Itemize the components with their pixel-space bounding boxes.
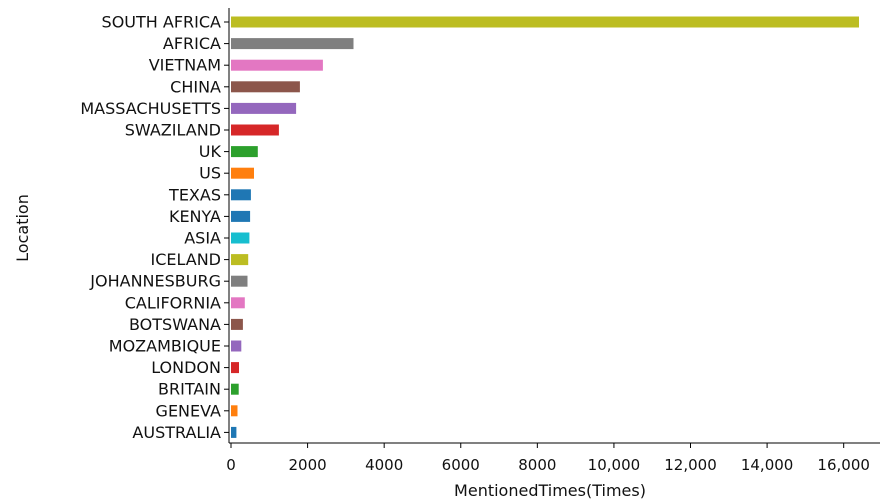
- x-tick-label: 8000: [518, 456, 556, 474]
- category-labels: SOUTH AFRICA AFRICA VIETNAM CHINA MASSACHUSE…: [80, 13, 229, 442]
- x-tick-label: 14,000: [741, 456, 794, 474]
- bar-africa: [231, 38, 354, 50]
- category-label: LONDON: [151, 358, 221, 377]
- category-label: JOHANNESBURG: [89, 272, 221, 291]
- x-tick-label: 16,000: [817, 456, 870, 474]
- category-label: MOZAMBIQUE: [109, 337, 221, 356]
- x-tick-label: 0: [226, 456, 236, 474]
- bar-china: [231, 81, 300, 93]
- category-label: AUSTRALIA: [132, 423, 221, 442]
- bar-vietnam: [231, 59, 323, 71]
- category-label: SOUTH AFRICA: [102, 13, 222, 32]
- bar-botswana: [231, 318, 243, 330]
- category-label: AFRICA: [163, 34, 221, 53]
- bar-massachusetts: [231, 102, 297, 114]
- category-label: MASSACHUSETTS: [80, 99, 221, 118]
- bar-johannesburg: [231, 275, 248, 287]
- bar-asia: [231, 232, 250, 244]
- category-label: TEXAS: [168, 185, 221, 204]
- category-label: BRITAIN: [158, 380, 221, 399]
- x-axis-title: MentionedTimes(Times): [454, 481, 646, 500]
- bar-uk: [231, 146, 258, 158]
- x-tick-label: 4000: [365, 456, 403, 474]
- category-label: KENYA: [169, 207, 221, 226]
- category-label: ICELAND: [150, 250, 221, 269]
- x-tick-label: 10,000: [588, 456, 641, 474]
- category-label: SWAZILAND: [125, 121, 221, 140]
- bar-geneva: [231, 405, 238, 417]
- bar-kenya: [231, 210, 251, 222]
- x-tick-label: 2000: [288, 456, 326, 474]
- bar-london: [231, 362, 239, 374]
- category-label: CHINA: [170, 77, 221, 96]
- category-label: BOTSWANA: [129, 315, 221, 334]
- bar-australia: [231, 426, 237, 438]
- bar-california: [231, 297, 245, 309]
- bar-britain: [231, 383, 239, 395]
- bars-group: [231, 16, 859, 438]
- bar-swaziland: [231, 124, 279, 136]
- category-label: VIETNAM: [149, 56, 221, 75]
- bar-texas: [231, 189, 251, 201]
- category-label: GENEVA: [156, 401, 222, 420]
- x-axis-ticks: 0 2000 4000 6000 8000 10,000 12,000 14,000 16,00…: [226, 443, 870, 474]
- x-tick-label: 6000: [442, 456, 480, 474]
- bar-mozambique: [231, 340, 242, 352]
- x-tick-label: 12,000: [664, 456, 717, 474]
- bar-us: [231, 167, 254, 179]
- category-label: US: [199, 164, 221, 183]
- category-label: UK: [199, 142, 222, 161]
- bar-south-africa: [231, 16, 859, 28]
- category-label: ASIA: [184, 229, 221, 248]
- category-label: CALIFORNIA: [125, 293, 221, 312]
- bar-iceland: [231, 254, 249, 266]
- y-axis-title: Location: [13, 194, 32, 262]
